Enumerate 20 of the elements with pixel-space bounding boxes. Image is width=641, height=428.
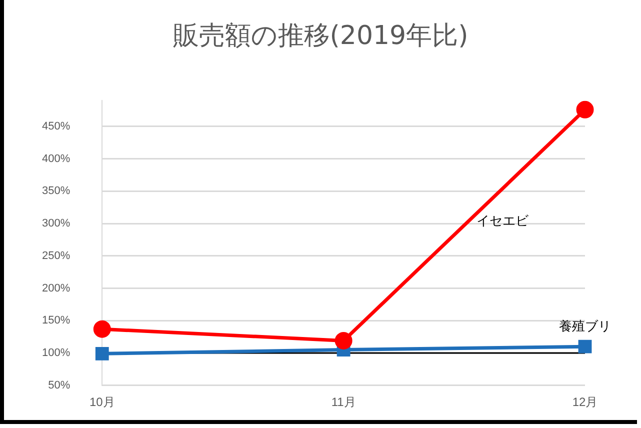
y-tick-label: 400%	[42, 152, 70, 165]
chart-title: 販売額の推移(2019年比)	[172, 20, 470, 53]
point	[578, 340, 592, 354]
series-label: イセエビ	[476, 214, 530, 230]
x-tick-label: 10月	[89, 394, 115, 409]
y-tick-label: 100%	[42, 347, 70, 360]
point	[576, 100, 594, 118]
series-label: 養殖ブリ	[559, 320, 611, 335]
x-tick-label: 11月	[331, 394, 356, 409]
y-tick-label: 450%	[42, 120, 70, 133]
y-tick-label: 200%	[42, 282, 70, 294]
x-tick-label: 12月	[572, 394, 598, 409]
y-tick-label: 250%	[42, 250, 70, 262]
y-tick-label: 300%	[42, 218, 70, 230]
point	[334, 332, 352, 350]
point	[95, 346, 109, 360]
y-tick-label: 150%	[42, 314, 70, 327]
point	[93, 320, 111, 338]
y-tick-label: 50%	[48, 379, 70, 392]
y-tick-label: 350%	[42, 185, 70, 198]
